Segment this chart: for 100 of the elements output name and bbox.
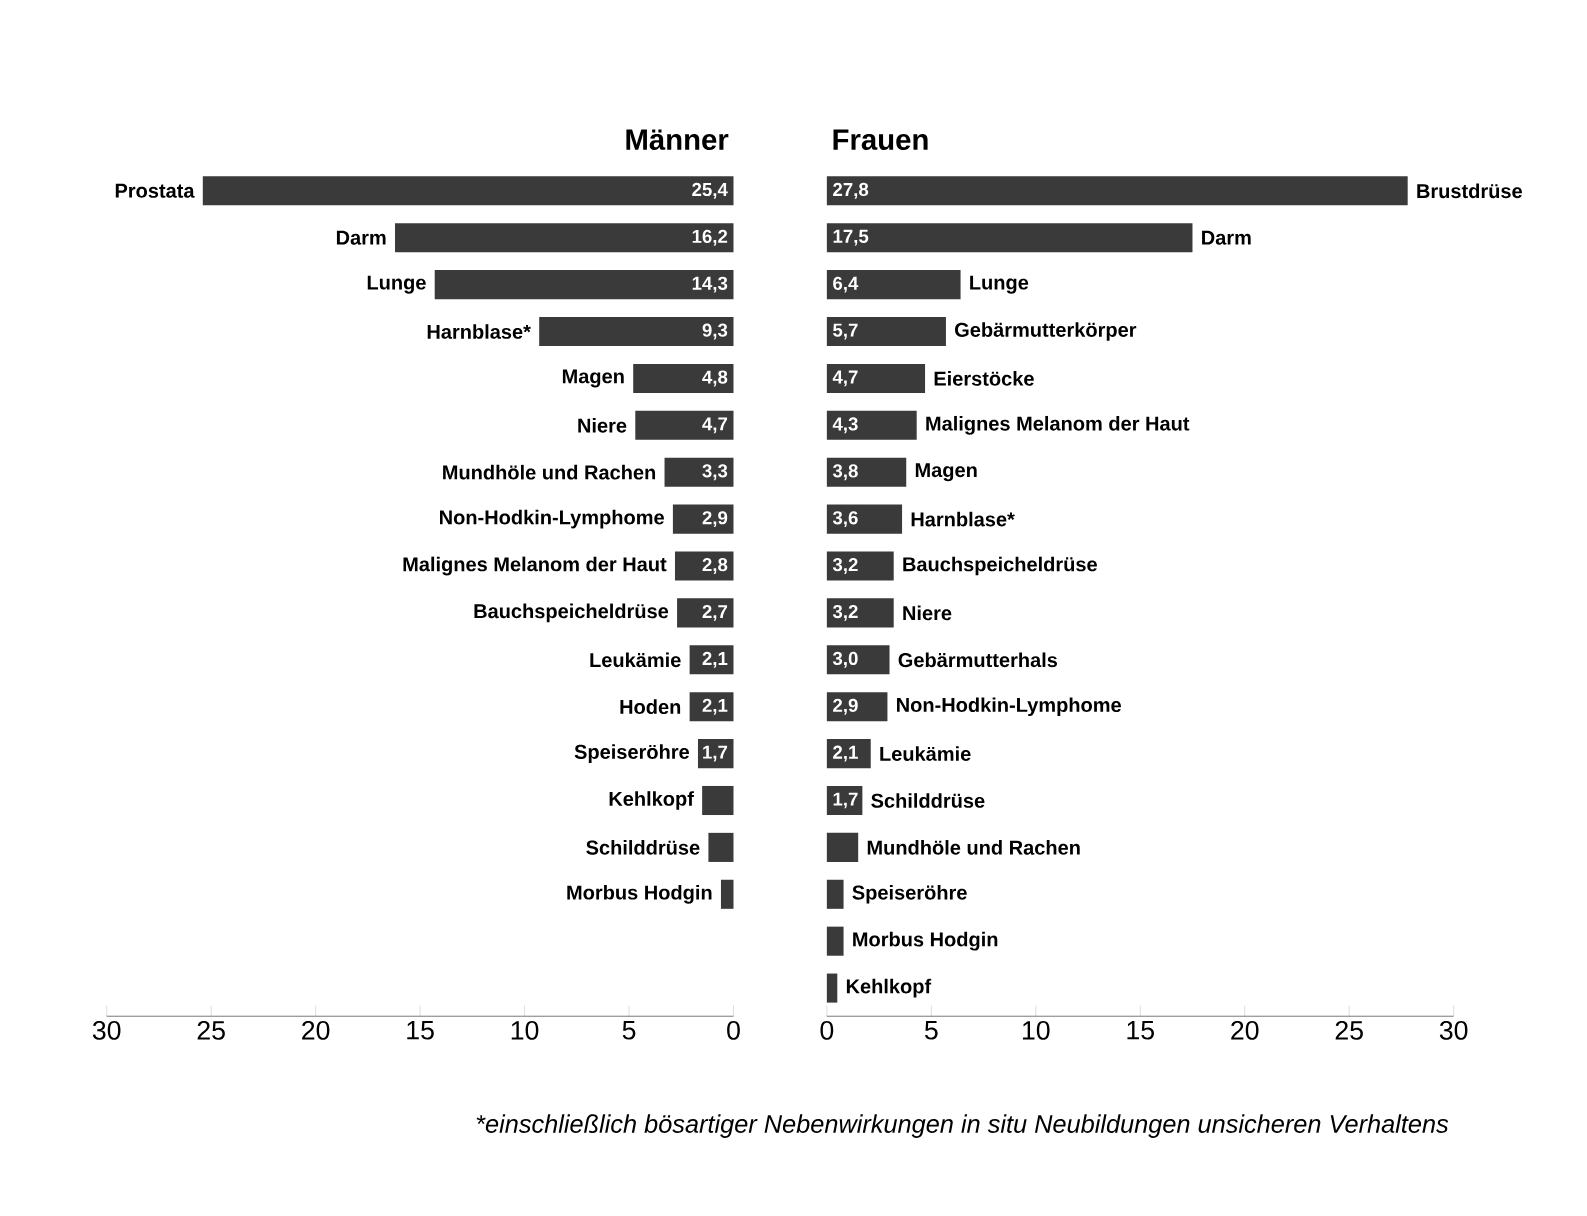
data-label: 2,1 xyxy=(702,651,728,668)
y-tick-label: Leukämie xyxy=(590,652,681,668)
y-tick-label: Lunge xyxy=(970,275,1029,294)
y-tick-label: Mundhöle und Rachen xyxy=(867,839,1080,855)
data-label: 3,8 xyxy=(832,464,858,481)
y-tick-label: Darm xyxy=(336,230,386,245)
y-tick-label: Malignes Melanom der Haut xyxy=(926,415,1190,435)
y-tick-label: Gebärmutterhals xyxy=(898,652,1058,668)
data-label: 3,0 xyxy=(832,651,858,668)
y-tick-label: Gebärmutterkörper xyxy=(955,322,1137,341)
bar xyxy=(826,692,888,722)
y-tick-label: Non-Hodkin-Lymphome xyxy=(440,509,664,529)
x-tick-label: 0 xyxy=(727,1020,740,1040)
bar xyxy=(826,504,903,534)
data-label: 2,9 xyxy=(833,698,858,715)
data-label: 3,6 xyxy=(832,511,858,527)
bar xyxy=(826,316,946,346)
data-label: 3,2 xyxy=(832,604,858,621)
x-tick-label: 10 xyxy=(511,1020,539,1040)
y-tick-label: Prostata xyxy=(115,183,195,198)
y-tick-label: Morbus Hodgin xyxy=(567,884,712,904)
y-tick-label: Harnblase* xyxy=(911,511,1015,527)
bar xyxy=(672,504,734,534)
bar xyxy=(826,832,859,862)
y-tick-label: Schilddrüse xyxy=(586,839,700,855)
x-tick-label: 10 xyxy=(1022,1020,1050,1040)
y-tick-label: Non-Hodkin-Lymphome xyxy=(897,697,1121,716)
y-tick-label: Brustdrüse xyxy=(1417,183,1522,199)
data-label: 25,4 xyxy=(692,182,728,199)
data-label: 3,2 xyxy=(832,557,858,574)
bar xyxy=(677,598,734,628)
bar xyxy=(674,551,734,581)
bar xyxy=(826,363,926,393)
bar xyxy=(826,176,1408,206)
y-tick-label: Darm xyxy=(1202,230,1251,245)
data-label: 2,9 xyxy=(702,511,728,527)
x-tick-label: 15 xyxy=(407,1020,434,1040)
y-tick-label: Speiseröhre xyxy=(574,744,690,763)
y-tick-label: Kehlkopf xyxy=(609,791,694,810)
y-tick-label: Magen xyxy=(562,369,624,388)
bar xyxy=(826,645,890,675)
data-label: 4,7 xyxy=(702,417,728,434)
bar xyxy=(826,738,871,769)
y-tick-label: Mundhöle und Rachen xyxy=(443,464,656,480)
x-tick-label: 0 xyxy=(820,1020,834,1040)
data-label: 4,8 xyxy=(702,370,728,387)
data-label: 2,1 xyxy=(702,698,728,715)
bar xyxy=(826,973,838,1003)
bar xyxy=(826,926,844,956)
x-tick-label: 5 xyxy=(622,1020,636,1040)
chart-title: Männer xyxy=(626,129,729,150)
x-tick-label: 15 xyxy=(1127,1020,1154,1040)
y-tick-label: Leukämie xyxy=(880,746,971,761)
data-label: 5,7 xyxy=(833,323,858,340)
y-tick-label: Kehlkopf xyxy=(846,978,932,998)
y-tick-label: Magen xyxy=(915,463,977,482)
data-label: 16,2 xyxy=(692,229,728,246)
bar xyxy=(633,363,734,393)
bar xyxy=(826,223,1193,253)
y-tick-label: Harnblase* xyxy=(427,324,531,339)
chart-title: Frauen xyxy=(833,129,928,150)
data-label: 2,7 xyxy=(702,604,728,621)
x-tick-label: 5 xyxy=(924,1020,938,1040)
y-tick-label: Lunge xyxy=(367,275,426,294)
data-label: 27,8 xyxy=(833,182,869,199)
data-label: 1,7 xyxy=(703,745,728,762)
data-label: 3,3 xyxy=(702,464,728,481)
bar xyxy=(826,551,894,581)
data-label: 1,7 xyxy=(833,792,858,809)
bar xyxy=(434,269,734,300)
y-tick-label: Schilddrüse xyxy=(871,793,985,808)
bar xyxy=(826,785,863,815)
bar xyxy=(826,879,844,909)
bar xyxy=(539,316,734,346)
data-label: 4,3 xyxy=(832,417,858,434)
x-tick-label: 20 xyxy=(1231,1020,1259,1040)
data-label: 4,7 xyxy=(832,370,858,387)
data-label: 2,8 xyxy=(702,557,728,574)
x-tick-label: 20 xyxy=(302,1020,330,1040)
bar xyxy=(826,598,894,628)
bar xyxy=(708,832,734,862)
data-label: 2,1 xyxy=(833,745,858,762)
data-label: 6,4 xyxy=(833,276,859,293)
bar xyxy=(202,176,734,206)
y-tick-label: Niere xyxy=(903,605,952,621)
x-tick-label: 25 xyxy=(1335,1020,1363,1040)
y-tick-label: Morbus Hodgin xyxy=(853,931,998,951)
bar xyxy=(702,785,734,815)
x-tick-label: 30 xyxy=(92,1020,121,1040)
data-label: 9,3 xyxy=(702,323,728,340)
bar xyxy=(635,410,734,440)
y-tick-label: Niere xyxy=(578,417,627,433)
y-tick-label: Eierstöcke xyxy=(934,370,1034,386)
x-tick-label: 30 xyxy=(1439,1020,1468,1040)
y-tick-label: Speiseröhre xyxy=(852,884,967,904)
data-label: 17,5 xyxy=(833,229,869,246)
y-tick-label: Hoden xyxy=(620,699,681,714)
text: *einschließlich bösartiger Nebenwirkungen in situ Neubildungen unsicheren Verhaltens xyxy=(476,1114,1449,1138)
x-tick-label: 25 xyxy=(197,1020,225,1040)
bar xyxy=(826,410,917,440)
